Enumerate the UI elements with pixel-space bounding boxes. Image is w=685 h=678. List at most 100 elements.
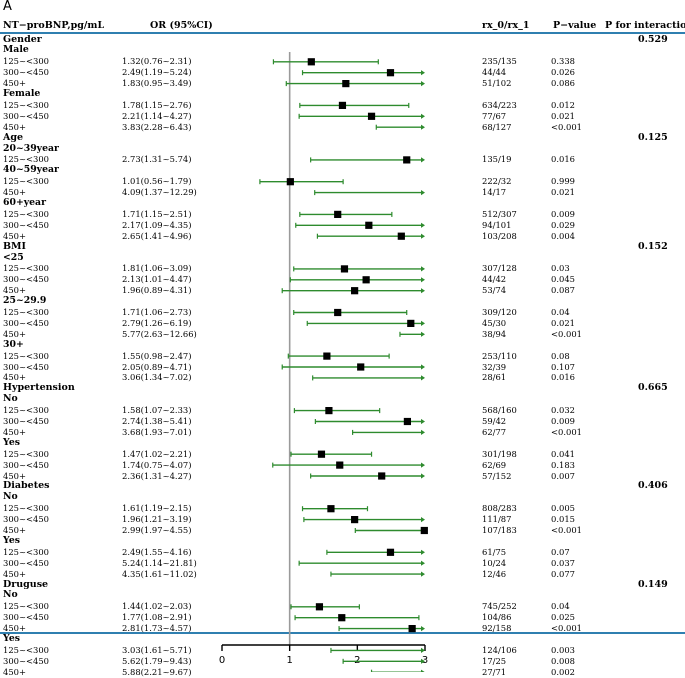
point-estimate (334, 308, 342, 317)
or-ci-value: 2.49(1.55~4.16) (122, 546, 192, 557)
heading-label: 20~39year (3, 142, 59, 154)
table-row: 125~<300 2.73(1.31~5.74) 135/19 0.016 (0, 153, 685, 165)
row-label: 125~<300 (3, 350, 50, 361)
point-estimate (317, 450, 326, 458)
table-row: 450+ 5.77(2.63~12.66) 38/94 <0.001 (0, 328, 685, 340)
p-value: <0.001 (551, 525, 582, 535)
rx-count: 808/283 (482, 503, 517, 514)
point-estimate (315, 603, 324, 611)
rx-count: 44/42 (482, 274, 507, 285)
point-estimate (323, 352, 331, 360)
p-value: 0.032 (551, 405, 575, 416)
p-value: 0.107 (551, 361, 575, 372)
row-label: 125~<300 (3, 99, 50, 110)
rx-count: 62/77 (482, 426, 507, 437)
row-label: 450+ (3, 568, 27, 579)
rx-count: 59/42 (482, 416, 507, 426)
x-tick-label: 1 (286, 655, 292, 666)
heading-label: No (3, 393, 18, 405)
p-value: 0.999 (551, 176, 575, 187)
ci-arrow (421, 418, 425, 425)
ci-arrow (421, 473, 425, 479)
or-ci-value: 1.32(0.76~2.31) (122, 56, 192, 67)
or-ci-value: 2.13(1.01~4.47) (122, 274, 192, 285)
or-ci-value: 2.05(0.89~4.71) (122, 361, 192, 372)
table-row: 125~<300 1.01(0.56~1.79) 222/32 0.999 (0, 175, 685, 187)
subgroup-heading-row: 60+year (0, 197, 685, 209)
table-row: 450+ 3.83(2.28~6.43) 68/127 <0.001 (0, 121, 685, 133)
ci-arrow (421, 429, 425, 435)
ci-arrow (421, 157, 425, 163)
subgroup-heading-row: Yes (0, 535, 685, 547)
rx-count: 94/101 (482, 219, 512, 230)
row-label: 450+ (3, 230, 27, 241)
group-heading-row: Diabetes 0.406 (0, 480, 685, 492)
ci-arrow (421, 222, 425, 228)
p-value: 0.029 (551, 219, 575, 230)
rx-count: 103/208 (482, 230, 517, 241)
table-row: 125~<300 1.55(0.98~2.47) 253/110 0.08 (0, 350, 685, 362)
subgroup-heading-row: Yes (0, 633, 685, 645)
or-ci-value: 3.83(2.28~6.43) (122, 121, 192, 132)
rx-count: 10/24 (482, 557, 507, 568)
subgroup-heading-row: Male (0, 44, 685, 56)
p-value: 0.03 (551, 263, 570, 274)
heading-label: BMI (3, 240, 26, 252)
table-row: 125~<300 1.81(1.06~3.09) 307/128 0.03 (0, 262, 685, 274)
p-interaction-value: 0.125 (638, 131, 668, 143)
heading-label: Diabetes (3, 480, 50, 492)
ci-arrow (421, 375, 425, 381)
p-value: 0.026 (551, 67, 575, 78)
or-ci-value: 1.71(1.15~2.51) (122, 208, 192, 219)
rx-count: 512/307 (482, 208, 517, 219)
header-p-value: P−value (553, 20, 597, 31)
table-row: 450+ 2.65(1.41~4.96) 103/208 0.004 (0, 230, 685, 242)
table-row: 450+ 2.36(1.31~4.27) 57/152 0.007 (0, 470, 685, 482)
p-value: 0.025 (551, 612, 575, 623)
subgroup-heading-row: No (0, 491, 685, 503)
p-value: 0.045 (551, 274, 575, 285)
p-interaction-value: 0.665 (638, 382, 668, 394)
table-row: 450+ 4.35(1.61~11.02) 12/46 0.077 (0, 568, 685, 580)
x-tick-label: 3 (422, 655, 428, 666)
or-ci-value: 1.78(1.15~2.76) (122, 99, 192, 110)
point-estimate (386, 548, 395, 556)
row-label: 300~<450 (3, 557, 50, 568)
row-label: 125~<300 (3, 56, 50, 67)
point-estimate (365, 221, 373, 229)
ci-arrow (421, 288, 425, 294)
table-row: 300~<450 2.21(1.14~4.27) 77/67 0.021 (0, 110, 685, 122)
rx-count: 124/106 (482, 644, 517, 655)
p-value: <0.001 (551, 121, 582, 132)
or-ci-value: 1.81(1.06~3.09) (122, 263, 192, 274)
rx-count: 307/128 (482, 263, 517, 274)
rx-count: 17/25 (482, 655, 507, 666)
or-ci-value: 1.47(1.02~2.21) (122, 448, 192, 459)
point-estimate (403, 156, 411, 164)
rx-count: 62/69 (482, 459, 507, 470)
heading-label: 60+year (3, 197, 46, 208)
rx-count: 222/32 (482, 176, 512, 187)
or-ci-value: 1.55(0.98~2.47) (122, 350, 192, 361)
group-heading-row: BMI 0.152 (0, 241, 685, 253)
point-estimate (407, 319, 415, 327)
p-value: 0.077 (551, 568, 575, 579)
heading-label: Male (3, 44, 29, 56)
table-row: 450+ 4.09(1.37~12.29) 14/17 0.021 (0, 186, 685, 198)
rx-count: 104/86 (482, 612, 512, 623)
ci-arrow (421, 560, 425, 566)
row-label: 450+ (3, 328, 27, 339)
p-value: 0.016 (551, 372, 575, 383)
panel-label: A (3, 0, 12, 14)
or-ci-value: 3.68(1.93~7.01) (122, 426, 192, 437)
or-ci-value: 2.49(1.19~5.24) (122, 67, 192, 78)
heading-label: No (3, 491, 18, 503)
heading-label: Yes (3, 633, 20, 644)
point-estimate (325, 407, 333, 415)
or-ci-value: 1.77(1.08~2.91) (122, 612, 192, 623)
row-label: 125~<300 (3, 503, 50, 514)
table-row: 300~<450 2.05(0.89~4.71) 32/39 0.107 (0, 361, 685, 373)
rx-count: 68/127 (482, 121, 512, 132)
or-ci-value: 4.09(1.37~12.29) (122, 187, 197, 198)
